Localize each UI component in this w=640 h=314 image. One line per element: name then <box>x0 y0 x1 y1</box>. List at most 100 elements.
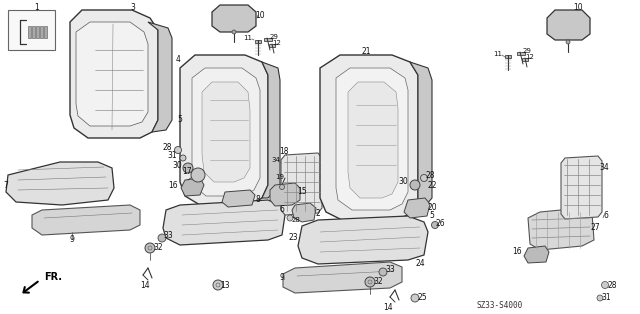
Circle shape <box>213 280 223 290</box>
Polygon shape <box>192 68 260 196</box>
Circle shape <box>191 168 205 182</box>
Circle shape <box>280 185 285 190</box>
Text: 10: 10 <box>573 3 583 13</box>
Text: SZ33-S4000: SZ33-S4000 <box>477 300 523 310</box>
Polygon shape <box>264 38 272 41</box>
Text: 9: 9 <box>279 273 284 283</box>
Polygon shape <box>270 183 300 206</box>
Polygon shape <box>292 203 316 222</box>
Polygon shape <box>262 62 280 198</box>
Text: 17: 17 <box>182 167 192 176</box>
Polygon shape <box>70 10 158 138</box>
Circle shape <box>232 30 236 34</box>
Polygon shape <box>28 26 31 38</box>
Circle shape <box>183 163 193 173</box>
Circle shape <box>410 180 420 190</box>
Polygon shape <box>561 156 602 219</box>
Text: 28: 28 <box>425 171 435 181</box>
Text: 28: 28 <box>607 280 617 290</box>
Text: 12: 12 <box>525 54 534 60</box>
Polygon shape <box>269 44 275 47</box>
Text: 19: 19 <box>275 174 285 180</box>
Text: 4: 4 <box>175 56 180 64</box>
Text: 24: 24 <box>415 259 425 268</box>
Circle shape <box>411 294 419 302</box>
Text: 7: 7 <box>4 181 8 190</box>
Text: 22: 22 <box>428 181 436 190</box>
Text: 9: 9 <box>70 236 74 245</box>
Text: 2: 2 <box>316 208 321 218</box>
Polygon shape <box>76 22 148 126</box>
Text: 29: 29 <box>523 48 531 54</box>
Circle shape <box>180 155 186 161</box>
Text: 1: 1 <box>35 3 40 13</box>
Polygon shape <box>547 10 590 40</box>
Text: 34: 34 <box>271 157 280 163</box>
Polygon shape <box>181 178 204 196</box>
Text: 10: 10 <box>255 10 265 19</box>
Text: 18: 18 <box>279 148 289 156</box>
Polygon shape <box>524 246 549 263</box>
Polygon shape <box>255 40 261 43</box>
Polygon shape <box>336 68 408 210</box>
Text: 11: 11 <box>243 35 252 41</box>
Polygon shape <box>212 5 256 32</box>
Circle shape <box>420 175 428 181</box>
Text: 31: 31 <box>168 151 177 160</box>
Text: 5: 5 <box>429 210 435 219</box>
Text: 23: 23 <box>289 234 298 242</box>
Polygon shape <box>32 205 140 235</box>
Polygon shape <box>222 190 255 207</box>
Circle shape <box>602 281 609 289</box>
Text: 28: 28 <box>163 143 172 151</box>
Polygon shape <box>298 216 428 264</box>
Circle shape <box>145 243 155 253</box>
Polygon shape <box>522 58 528 61</box>
Polygon shape <box>32 26 35 38</box>
Polygon shape <box>44 26 47 38</box>
Text: 15: 15 <box>297 187 307 197</box>
Text: 12: 12 <box>273 40 282 46</box>
Text: 20: 20 <box>427 203 437 212</box>
Circle shape <box>287 215 293 221</box>
Text: 14: 14 <box>140 280 150 290</box>
Text: 6: 6 <box>604 212 609 220</box>
Text: 25: 25 <box>417 294 427 302</box>
Text: 11: 11 <box>493 51 502 57</box>
Text: FR.: FR. <box>44 272 62 282</box>
Polygon shape <box>517 52 525 55</box>
Polygon shape <box>180 55 268 205</box>
Polygon shape <box>36 26 39 38</box>
Text: 27: 27 <box>590 224 600 232</box>
Text: 28: 28 <box>292 217 300 223</box>
Polygon shape <box>202 82 250 182</box>
Text: 29: 29 <box>269 34 278 40</box>
Text: 30: 30 <box>398 177 408 187</box>
Text: 33: 33 <box>163 231 173 241</box>
Circle shape <box>158 234 166 242</box>
Text: 21: 21 <box>361 47 371 57</box>
Polygon shape <box>163 200 285 245</box>
Polygon shape <box>8 10 55 50</box>
Text: 32: 32 <box>153 243 163 252</box>
Polygon shape <box>528 208 594 250</box>
Circle shape <box>175 147 182 154</box>
Text: 16: 16 <box>513 247 522 257</box>
Polygon shape <box>281 153 322 215</box>
Circle shape <box>365 277 375 287</box>
Polygon shape <box>410 62 432 214</box>
Text: 5: 5 <box>177 116 182 124</box>
Text: 34: 34 <box>599 164 609 172</box>
Polygon shape <box>348 82 398 198</box>
Text: 16: 16 <box>168 181 178 190</box>
Text: 30: 30 <box>172 160 182 170</box>
Text: 6: 6 <box>280 205 284 214</box>
Polygon shape <box>283 262 402 293</box>
Circle shape <box>566 40 570 44</box>
Polygon shape <box>6 162 114 205</box>
Polygon shape <box>40 26 43 38</box>
Text: 13: 13 <box>220 280 230 290</box>
Polygon shape <box>148 22 172 132</box>
Polygon shape <box>505 55 511 58</box>
Text: 26: 26 <box>435 219 445 229</box>
